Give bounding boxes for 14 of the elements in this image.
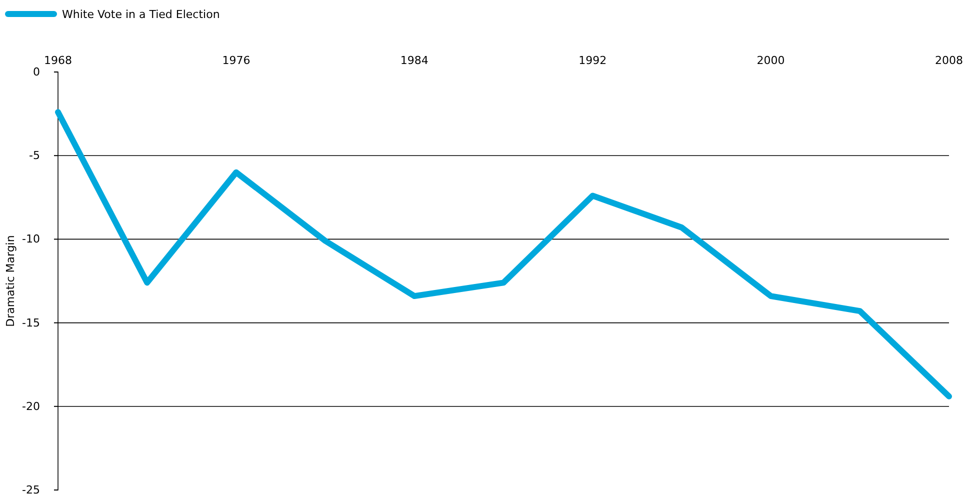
y-tick-label: -10 (22, 232, 40, 246)
y-axis-title: Dramatic Margin (4, 235, 17, 327)
x-tick-label: 2008 (935, 54, 963, 67)
x-tick-label: 1984 (400, 54, 428, 67)
y-tick-label: -20 (22, 400, 40, 413)
y-tick-label: -5 (29, 149, 40, 162)
y-tick-label: -25 (22, 484, 40, 497)
legend-label: White Vote in a Tied Election (62, 8, 220, 21)
x-tick-label: 1992 (578, 54, 607, 67)
x-tick-label: 1976 (222, 54, 250, 67)
x-tick-label: 2000 (756, 54, 785, 67)
y-tick-label: -15 (22, 316, 40, 330)
y-tick-label: 0 (33, 66, 40, 79)
x-tick-label: 1968 (44, 54, 72, 67)
